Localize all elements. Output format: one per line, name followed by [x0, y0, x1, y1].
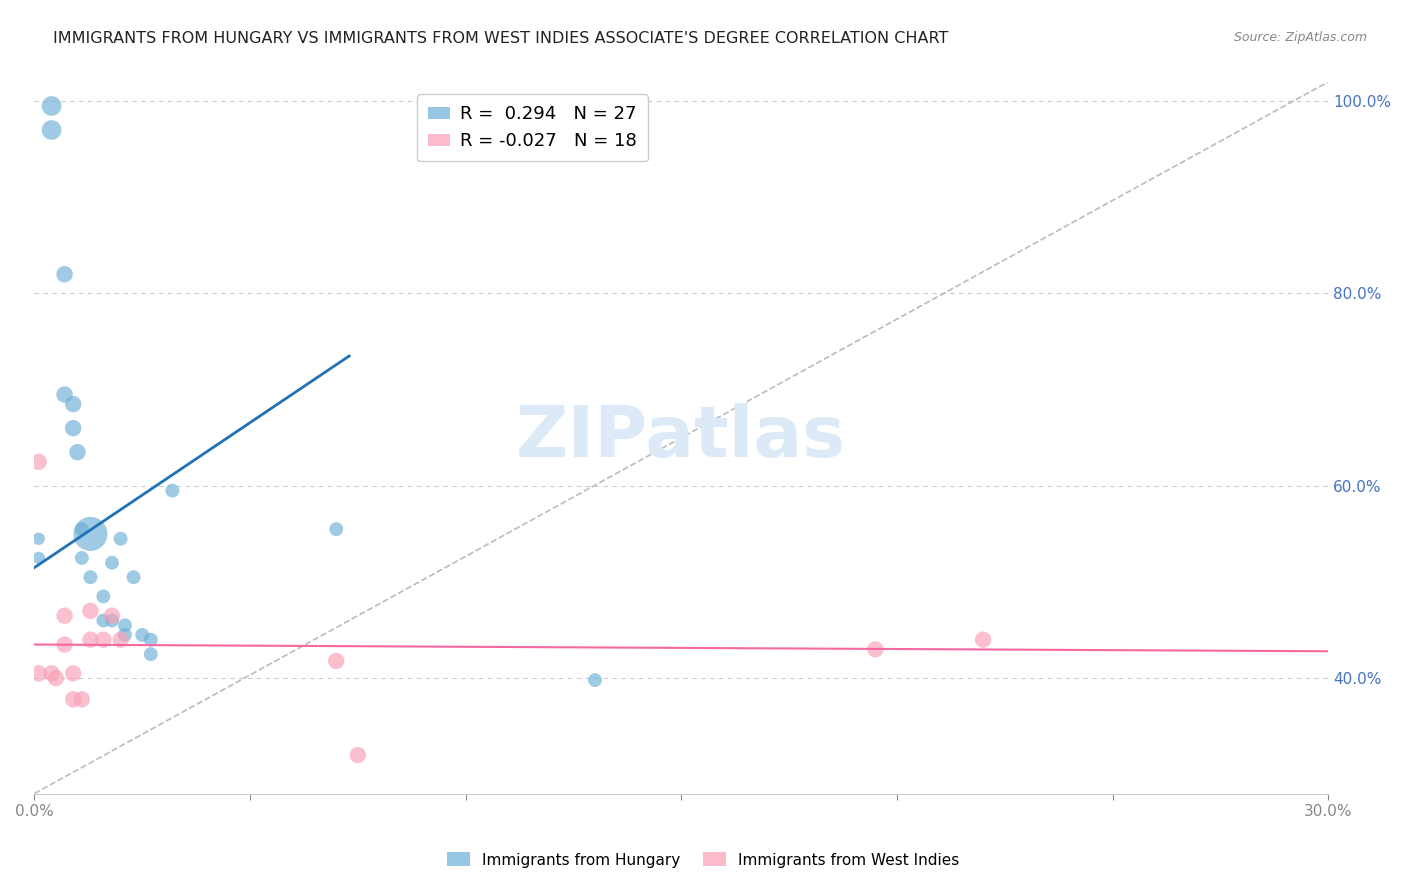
Point [101, 614, 124, 628]
Text: IMMIGRANTS FROM HUNGARY VS IMMIGRANTS FROM WEST INDIES ASSOCIATE'S DEGREE CORREL: IMMIGRANTS FROM HUNGARY VS IMMIGRANTS FR… [53, 31, 949, 46]
Point [53, 267, 76, 281]
Point [139, 647, 162, 661]
Point [62, 666, 84, 681]
Point [325, 654, 347, 668]
Point [122, 570, 145, 584]
Point [93, 632, 115, 647]
Point [28, 532, 51, 546]
Point [28, 666, 51, 681]
Point [101, 556, 124, 570]
Point [325, 522, 347, 536]
Point [865, 642, 887, 657]
Point [62, 692, 84, 706]
Point [53, 608, 76, 623]
Point [79, 632, 101, 647]
Point [28, 455, 51, 469]
Point [66, 445, 89, 459]
Point [101, 608, 124, 623]
Point [162, 483, 184, 498]
Text: Source: ZipAtlas.com: Source: ZipAtlas.com [1233, 31, 1367, 45]
Point [53, 638, 76, 652]
Point [114, 618, 136, 632]
Point [79, 604, 101, 618]
Point [346, 748, 368, 763]
Point [62, 421, 84, 435]
Point [139, 632, 162, 647]
Point [131, 628, 153, 642]
Point [45, 671, 67, 685]
Point [79, 527, 101, 541]
Point [53, 387, 76, 401]
Point [93, 614, 115, 628]
Point [110, 632, 132, 647]
Point [114, 628, 136, 642]
Point [62, 397, 84, 411]
Point [28, 551, 51, 566]
Legend: R =  0.294   N = 27, R = -0.027   N = 18: R = 0.294 N = 27, R = -0.027 N = 18 [418, 95, 648, 161]
Point [93, 590, 115, 604]
Point [583, 673, 606, 687]
Point [41, 666, 63, 681]
Point [41, 99, 63, 113]
Point [79, 570, 101, 584]
Point [972, 632, 994, 647]
Point [41, 123, 63, 137]
Point [70, 551, 93, 566]
Point [70, 522, 93, 536]
Legend: Immigrants from Hungary, Immigrants from West Indies: Immigrants from Hungary, Immigrants from… [440, 847, 966, 873]
Text: ZIPatlas: ZIPatlas [516, 403, 846, 472]
Point [110, 532, 132, 546]
Point [70, 692, 93, 706]
